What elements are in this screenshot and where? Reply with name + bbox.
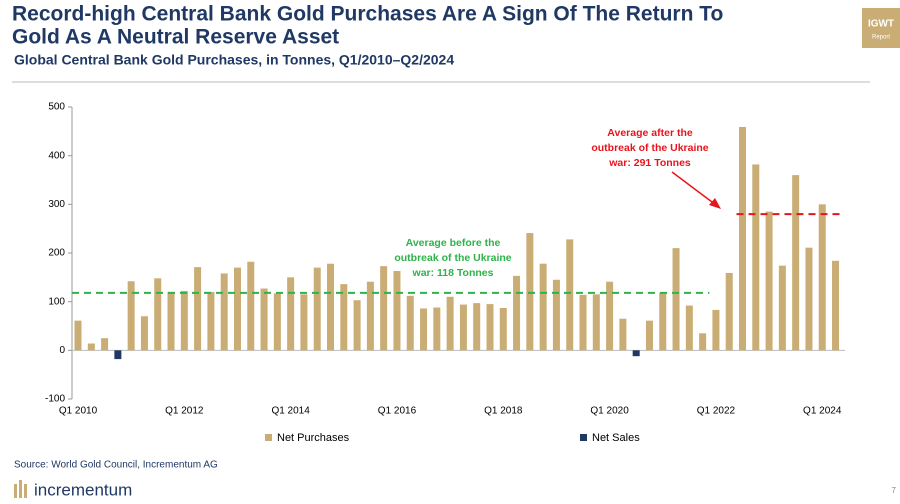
bar <box>194 267 202 351</box>
y-tick-label: -100 <box>45 394 65 405</box>
bar <box>353 300 361 351</box>
annotation: Average before the <box>406 237 501 249</box>
brand-logo <box>14 480 27 498</box>
bar <box>233 267 241 351</box>
bar <box>366 281 374 351</box>
bar <box>526 233 534 351</box>
bar <box>712 309 720 351</box>
bar <box>539 263 547 351</box>
annotation: war: 118 Tonnes <box>412 267 494 279</box>
bar <box>273 293 281 351</box>
bar <box>300 294 308 351</box>
y-tick-label: 300 <box>48 199 65 210</box>
y-tick-label: 0 <box>59 345 65 356</box>
bar <box>672 248 680 351</box>
annotation: outbreak of the Ukraine <box>591 142 708 154</box>
x-tick-label: Q1 2022 <box>697 406 736 417</box>
x-tick-label: Q1 2018 <box>484 406 523 417</box>
bar <box>247 261 255 351</box>
bar <box>592 294 600 351</box>
bar <box>127 281 135 351</box>
y-tick-label: 500 <box>48 102 65 113</box>
annotation-arrow <box>671 171 717 206</box>
y-tick-label: 200 <box>48 248 65 259</box>
bar <box>327 263 335 351</box>
bar <box>566 239 574 351</box>
x-tick-label: Q1 2020 <box>590 406 629 417</box>
bar <box>167 291 175 351</box>
bar <box>499 307 507 351</box>
bar <box>406 295 414 351</box>
bar <box>619 318 627 351</box>
bar <box>632 350 640 357</box>
bar <box>513 275 521 351</box>
bar <box>725 272 733 351</box>
bar <box>659 292 667 351</box>
bar <box>87 343 95 351</box>
bar <box>739 126 746 351</box>
bar <box>74 320 82 351</box>
bar <box>340 284 348 351</box>
legend-swatch <box>580 434 587 441</box>
bar <box>114 350 122 360</box>
bar <box>805 247 813 351</box>
annotation: Average after the <box>607 127 693 139</box>
page-number: 7 <box>892 486 897 495</box>
title-line: Record-high Central Bank Gold Purchases … <box>12 3 723 26</box>
plot: -100 0 100 200 300 400 500 Q1 2010 Q1 2012 Q1 201… <box>45 102 845 444</box>
bar <box>313 267 321 351</box>
x-tick-label: Q1 2016 <box>378 406 417 417</box>
brand: incrementum <box>34 480 132 499</box>
bar <box>778 265 786 351</box>
bar <box>818 204 826 351</box>
bar <box>765 211 773 351</box>
bar <box>393 271 401 351</box>
legend-label: Net Purchases <box>277 432 350 444</box>
legend-label: Net Sales <box>592 432 640 444</box>
subtitle: Global Central Bank Gold Purchases, in T… <box>14 52 454 68</box>
bar <box>380 266 388 351</box>
annotation: outbreak of the Ukraine <box>394 252 511 264</box>
arrow-head <box>709 198 721 209</box>
bar <box>420 308 428 351</box>
bar <box>552 279 560 351</box>
bar <box>832 260 840 351</box>
bar <box>446 296 454 351</box>
bar <box>473 303 481 351</box>
legend-swatch <box>265 434 272 441</box>
bar <box>459 304 467 351</box>
bar <box>752 164 760 351</box>
bar <box>101 338 109 351</box>
bar <box>180 290 188 351</box>
logo-title: IGWT <box>868 19 894 30</box>
bar <box>154 278 162 351</box>
logo-box <box>862 8 900 48</box>
annotation: war: 291 Tonnes <box>608 157 691 169</box>
x-tick-label: Q1 2010 <box>59 406 98 417</box>
bar <box>220 273 228 351</box>
logo-subtitle: Report <box>872 35 890 41</box>
bar <box>699 333 707 351</box>
bar <box>645 320 653 351</box>
bar <box>140 316 148 351</box>
bar <box>579 294 587 351</box>
bar <box>433 307 441 351</box>
y-tick-label: 400 <box>48 150 65 161</box>
x-tick-label: Q1 2012 <box>165 406 204 417</box>
title-line: Gold As A Neutral Reserve Asset <box>12 26 339 49</box>
bar <box>792 175 800 351</box>
bar <box>486 304 494 351</box>
y-tick-label: 100 <box>48 296 65 307</box>
x-tick-label: Q1 2014 <box>271 406 310 417</box>
x-tick-label: Q1 2024 <box>803 406 842 417</box>
bar <box>287 277 295 351</box>
bar <box>685 305 693 351</box>
bar <box>260 288 268 351</box>
bar <box>606 281 614 351</box>
source: Source: World Gold Council, Incrementum … <box>14 460 218 471</box>
bar <box>207 291 215 351</box>
